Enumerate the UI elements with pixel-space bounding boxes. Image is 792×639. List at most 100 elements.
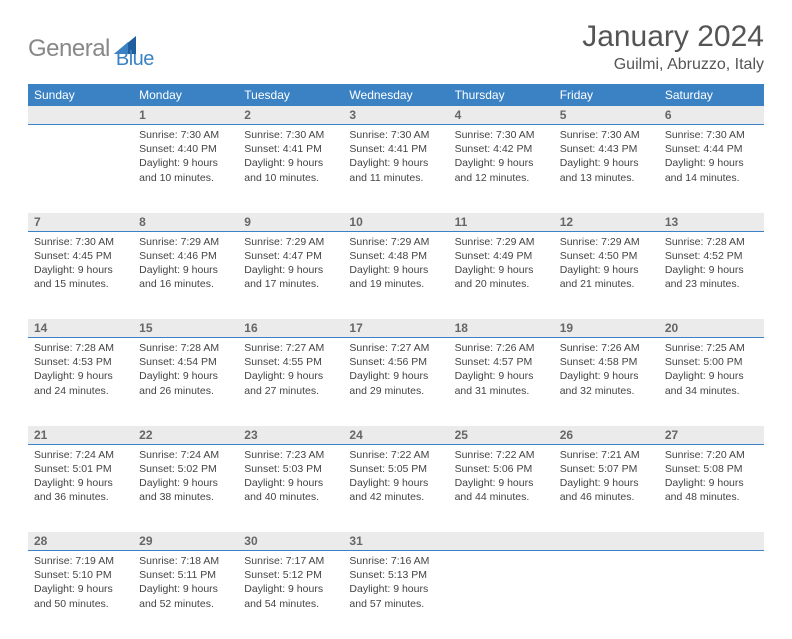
day-content-cell: Sunrise: 7:29 AMSunset: 4:49 PMDaylight:… xyxy=(449,231,554,319)
day-number-cell: 12 xyxy=(554,213,659,232)
day-number: 31 xyxy=(343,532,448,550)
day-content-cell: Sunrise: 7:24 AMSunset: 5:01 PMDaylight:… xyxy=(28,444,133,532)
weekday-header: Friday xyxy=(554,84,659,106)
day-details: Sunrise: 7:30 AMSunset: 4:41 PMDaylight:… xyxy=(238,125,343,191)
day-number: 23 xyxy=(238,426,343,444)
day-number: 14 xyxy=(28,319,133,337)
day-number: 3 xyxy=(343,106,448,124)
day-number-row: 123456 xyxy=(28,106,764,125)
day-details: Sunrise: 7:22 AMSunset: 5:06 PMDaylight:… xyxy=(449,445,554,511)
day-content-cell: Sunrise: 7:29 AMSunset: 4:46 PMDaylight:… xyxy=(133,231,238,319)
weekday-header: Wednesday xyxy=(343,84,448,106)
day-details: Sunrise: 7:29 AMSunset: 4:49 PMDaylight:… xyxy=(449,232,554,298)
day-content-cell: Sunrise: 7:22 AMSunset: 5:06 PMDaylight:… xyxy=(449,444,554,532)
day-details: Sunrise: 7:30 AMSunset: 4:41 PMDaylight:… xyxy=(343,125,448,191)
day-content-cell: Sunrise: 7:26 AMSunset: 4:58 PMDaylight:… xyxy=(554,338,659,426)
calendar-table: SundayMondayTuesdayWednesdayThursdayFrid… xyxy=(28,84,764,639)
day-content-row: Sunrise: 7:24 AMSunset: 5:01 PMDaylight:… xyxy=(28,444,764,532)
day-number-cell: 17 xyxy=(343,319,448,338)
day-number-cell: 6 xyxy=(659,106,764,125)
day-number: 18 xyxy=(449,319,554,337)
day-number-cell: 21 xyxy=(28,426,133,445)
day-number: 9 xyxy=(238,213,343,231)
day-number-cell: 1 xyxy=(133,106,238,125)
weekday-header: Tuesday xyxy=(238,84,343,106)
day-content-cell: Sunrise: 7:28 AMSunset: 4:52 PMDaylight:… xyxy=(659,231,764,319)
day-details: Sunrise: 7:28 AMSunset: 4:54 PMDaylight:… xyxy=(133,338,238,404)
day-number-cell: 29 xyxy=(133,532,238,551)
day-number: 11 xyxy=(449,213,554,231)
day-content-cell: Sunrise: 7:22 AMSunset: 5:05 PMDaylight:… xyxy=(343,444,448,532)
day-number-row: 14151617181920 xyxy=(28,319,764,338)
day-content-cell: Sunrise: 7:30 AMSunset: 4:41 PMDaylight:… xyxy=(343,125,448,213)
day-number-cell: 28 xyxy=(28,532,133,551)
day-number: 4 xyxy=(449,106,554,124)
day-details: Sunrise: 7:20 AMSunset: 5:08 PMDaylight:… xyxy=(659,445,764,511)
day-number: 16 xyxy=(238,319,343,337)
day-number-cell: 31 xyxy=(343,532,448,551)
day-content-cell: Sunrise: 7:30 AMSunset: 4:41 PMDaylight:… xyxy=(238,125,343,213)
day-content-cell: Sunrise: 7:29 AMSunset: 4:50 PMDaylight:… xyxy=(554,231,659,319)
day-number-cell: 18 xyxy=(449,319,554,338)
day-details: Sunrise: 7:28 AMSunset: 4:53 PMDaylight:… xyxy=(28,338,133,404)
day-content-cell: Sunrise: 7:23 AMSunset: 5:03 PMDaylight:… xyxy=(238,444,343,532)
day-number: 12 xyxy=(554,213,659,231)
day-number-cell: 15 xyxy=(133,319,238,338)
day-content-row: Sunrise: 7:28 AMSunset: 4:53 PMDaylight:… xyxy=(28,338,764,426)
day-number: 15 xyxy=(133,319,238,337)
day-content-row: Sunrise: 7:30 AMSunset: 4:40 PMDaylight:… xyxy=(28,125,764,213)
day-details: Sunrise: 7:30 AMSunset: 4:40 PMDaylight:… xyxy=(133,125,238,191)
day-content-cell: Sunrise: 7:20 AMSunset: 5:08 PMDaylight:… xyxy=(659,444,764,532)
day-number-cell: 13 xyxy=(659,213,764,232)
day-content-cell: Sunrise: 7:17 AMSunset: 5:12 PMDaylight:… xyxy=(238,551,343,639)
logo: General Blue xyxy=(28,20,154,71)
day-number: 8 xyxy=(133,213,238,231)
day-content-cell: Sunrise: 7:28 AMSunset: 4:54 PMDaylight:… xyxy=(133,338,238,426)
day-number-cell: 30 xyxy=(238,532,343,551)
day-number: 26 xyxy=(554,426,659,444)
day-details: Sunrise: 7:16 AMSunset: 5:13 PMDaylight:… xyxy=(343,551,448,617)
day-number-cell xyxy=(554,532,659,551)
day-number-cell: 3 xyxy=(343,106,448,125)
day-number: 6 xyxy=(659,106,764,124)
day-details: Sunrise: 7:27 AMSunset: 4:55 PMDaylight:… xyxy=(238,338,343,404)
day-details: Sunrise: 7:23 AMSunset: 5:03 PMDaylight:… xyxy=(238,445,343,511)
day-content-cell: Sunrise: 7:29 AMSunset: 4:47 PMDaylight:… xyxy=(238,231,343,319)
day-number: 21 xyxy=(28,426,133,444)
location: Guilmi, Abruzzo, Italy xyxy=(582,56,764,74)
day-details: Sunrise: 7:30 AMSunset: 4:44 PMDaylight:… xyxy=(659,125,764,191)
day-number: 27 xyxy=(659,426,764,444)
day-content-cell: Sunrise: 7:27 AMSunset: 4:56 PMDaylight:… xyxy=(343,338,448,426)
day-number-cell: 10 xyxy=(343,213,448,232)
day-content-row: Sunrise: 7:19 AMSunset: 5:10 PMDaylight:… xyxy=(28,551,764,639)
day-details: Sunrise: 7:22 AMSunset: 5:05 PMDaylight:… xyxy=(343,445,448,511)
day-number: 22 xyxy=(133,426,238,444)
day-number: 25 xyxy=(449,426,554,444)
day-number: 30 xyxy=(238,532,343,550)
day-number-cell xyxy=(449,532,554,551)
day-number-cell: 2 xyxy=(238,106,343,125)
day-details: Sunrise: 7:30 AMSunset: 4:43 PMDaylight:… xyxy=(554,125,659,191)
day-details: Sunrise: 7:26 AMSunset: 4:58 PMDaylight:… xyxy=(554,338,659,404)
day-content-cell: Sunrise: 7:25 AMSunset: 5:00 PMDaylight:… xyxy=(659,338,764,426)
day-number-cell: 7 xyxy=(28,213,133,232)
logo-text-general: General xyxy=(28,35,110,63)
day-details: Sunrise: 7:26 AMSunset: 4:57 PMDaylight:… xyxy=(449,338,554,404)
day-number-row: 28293031 xyxy=(28,532,764,551)
day-details: Sunrise: 7:29 AMSunset: 4:46 PMDaylight:… xyxy=(133,232,238,298)
day-details: Sunrise: 7:24 AMSunset: 5:02 PMDaylight:… xyxy=(133,445,238,511)
weekday-header: Sunday xyxy=(28,84,133,106)
day-content-cell: Sunrise: 7:30 AMSunset: 4:45 PMDaylight:… xyxy=(28,231,133,319)
day-number-cell: 24 xyxy=(343,426,448,445)
day-content-cell: Sunrise: 7:30 AMSunset: 4:44 PMDaylight:… xyxy=(659,125,764,213)
day-number: 17 xyxy=(343,319,448,337)
day-number: 1 xyxy=(133,106,238,124)
day-number-cell: 27 xyxy=(659,426,764,445)
day-content-cell: Sunrise: 7:26 AMSunset: 4:57 PMDaylight:… xyxy=(449,338,554,426)
day-content-cell: Sunrise: 7:19 AMSunset: 5:10 PMDaylight:… xyxy=(28,551,133,639)
day-content-cell: Sunrise: 7:30 AMSunset: 4:42 PMDaylight:… xyxy=(449,125,554,213)
weekday-header: Monday xyxy=(133,84,238,106)
day-number-cell: 8 xyxy=(133,213,238,232)
day-details: Sunrise: 7:21 AMSunset: 5:07 PMDaylight:… xyxy=(554,445,659,511)
day-details: Sunrise: 7:18 AMSunset: 5:11 PMDaylight:… xyxy=(133,551,238,617)
